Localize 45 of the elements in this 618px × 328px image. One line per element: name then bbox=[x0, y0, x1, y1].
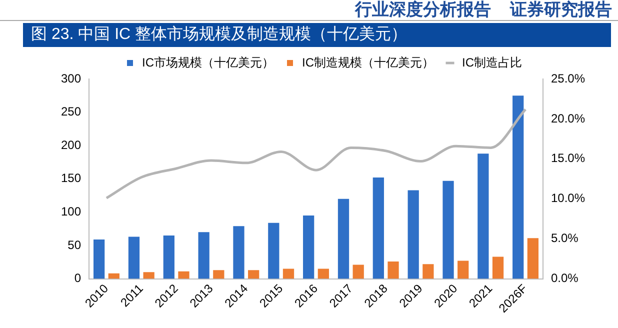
bar bbox=[512, 96, 524, 279]
line-series bbox=[105, 108, 527, 200]
y-tick-label: 300 bbox=[60, 71, 82, 86]
bar bbox=[338, 198, 350, 279]
bar bbox=[268, 222, 280, 279]
bar bbox=[128, 236, 140, 279]
bar bbox=[213, 270, 224, 279]
bar bbox=[248, 270, 260, 279]
bar bbox=[478, 154, 489, 279]
bar bbox=[372, 178, 384, 279]
bar bbox=[108, 273, 120, 279]
bar bbox=[143, 272, 154, 279]
legend-label: IC市场规模（十亿美元） bbox=[142, 55, 274, 70]
y2-tick-label: 15.0% bbox=[550, 151, 586, 166]
legend-label: IC制造占比 bbox=[462, 55, 522, 70]
bar bbox=[352, 264, 364, 279]
bar bbox=[198, 232, 210, 279]
bar bbox=[303, 216, 314, 279]
bar bbox=[422, 264, 434, 279]
bar bbox=[178, 271, 190, 279]
bar bbox=[318, 268, 329, 279]
y2-tick-label: 25.0% bbox=[550, 71, 586, 86]
bar bbox=[163, 235, 174, 279]
y-tick-label: 100 bbox=[60, 204, 82, 218]
bar bbox=[527, 238, 538, 279]
bar bbox=[388, 261, 399, 279]
bar bbox=[233, 226, 244, 279]
y2-tick-label: 0.0% bbox=[550, 271, 579, 286]
legend-label: IC制造规模（十亿美元） bbox=[302, 55, 434, 70]
y-tick-label: 150 bbox=[60, 171, 82, 186]
y2-tick-label: 5.0% bbox=[550, 231, 579, 246]
y2-tick-label: 10.0% bbox=[550, 191, 586, 206]
bar bbox=[492, 256, 504, 279]
y-tick-label: 0 bbox=[74, 271, 82, 286]
chart-title: 图 23. 中国 IC 整体市场规模及制造规模（十亿美元） bbox=[23, 23, 611, 47]
bar bbox=[408, 190, 419, 279]
bar bbox=[458, 260, 469, 279]
text: 行业深度分析报告 证券研究报告 bbox=[355, 0, 612, 19]
bar bbox=[93, 239, 105, 279]
bar bbox=[282, 268, 294, 279]
y2-tick-label: 20.0% bbox=[550, 111, 586, 126]
bar bbox=[442, 180, 454, 279]
y-tick-label: 250 bbox=[60, 104, 82, 119]
y-tick-label: 50 bbox=[68, 238, 82, 252]
y-tick-label: 200 bbox=[60, 138, 82, 152]
